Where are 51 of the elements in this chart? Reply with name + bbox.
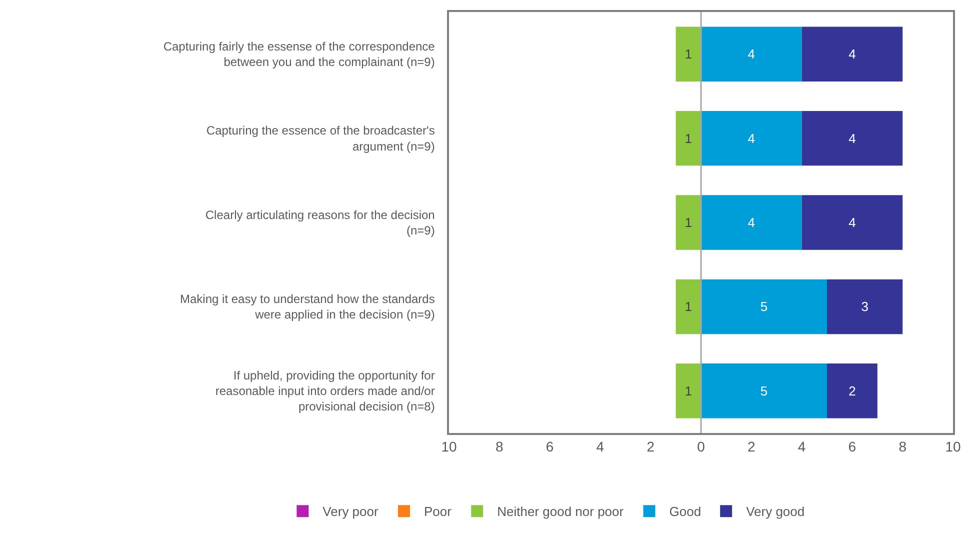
y-tick-label: If upheld, providing the opportunity for reasonable input into orders made and/or provisional decision (n=8): [215, 368, 435, 414]
x-tick-label: 4: [596, 438, 604, 455]
y-tick-label: Capturing fairly the essense of the correspondence between you and the complainant (n=9): [163, 40, 436, 70]
x-tick-label: 6: [546, 438, 554, 455]
bar: [701, 110, 802, 166]
data-label: 1: [684, 130, 692, 146]
data-label: 1: [684, 215, 692, 230]
legend-label: Neither good nor poor: [497, 504, 624, 520]
bar: [802, 110, 903, 166]
data-label: 4: [848, 130, 856, 146]
bar: [701, 195, 802, 250]
y-tick-label: Making it easy to understand how the standards were applied in the decision (n=9): [180, 292, 435, 322]
x-tick-label: 10: [441, 438, 457, 455]
legend-label: Very good: [746, 504, 805, 520]
legend-label: Very poor: [322, 504, 379, 520]
bar: [802, 195, 903, 250]
x-tick-label: 10: [945, 438, 961, 455]
bar: [701, 364, 827, 418]
bar: [701, 279, 827, 334]
y-tick-label: Capturing the essence of the broadcaster's argument (n=9): [206, 124, 435, 154]
bar: [802, 26, 903, 82]
data-label: 5: [760, 299, 768, 314]
legend-label: Good: [669, 504, 702, 520]
data-label: 4: [748, 215, 756, 230]
data-label: 1: [684, 299, 692, 314]
bar: [827, 279, 903, 334]
x-tick-label: 8: [496, 438, 504, 455]
data-label: 3: [861, 299, 868, 314]
x-tick-label: 2: [646, 438, 655, 455]
x-tick-label: 0: [697, 438, 706, 455]
bar: [676, 26, 701, 82]
bar: [676, 110, 701, 166]
x-tick-label: 4: [798, 438, 806, 455]
x-tick-label: 6: [848, 438, 856, 455]
data-label: 4: [748, 130, 756, 146]
data-label: 4: [848, 46, 856, 62]
bar: [676, 195, 701, 250]
x-tick-label: 2: [748, 438, 756, 455]
data-label: 1: [684, 46, 692, 62]
bar: [827, 364, 878, 418]
data-label: 2: [848, 383, 856, 398]
legend-label: Poor: [424, 504, 452, 520]
bar: [676, 279, 701, 334]
x-tick-label: 8: [898, 438, 907, 455]
y-tick-label: Clearly articulating reasons for the decision (n=9): [205, 208, 435, 238]
bar: [676, 364, 701, 418]
data-label: 4: [748, 46, 756, 62]
data-label: 1: [684, 383, 692, 398]
bar: [701, 26, 802, 82]
data-label: 4: [848, 215, 856, 230]
data-label: 5: [760, 383, 768, 398]
